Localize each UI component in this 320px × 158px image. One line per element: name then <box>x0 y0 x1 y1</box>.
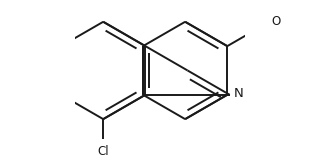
Text: Cl: Cl <box>97 145 109 158</box>
Text: O: O <box>271 15 281 28</box>
Text: N: N <box>234 87 244 100</box>
